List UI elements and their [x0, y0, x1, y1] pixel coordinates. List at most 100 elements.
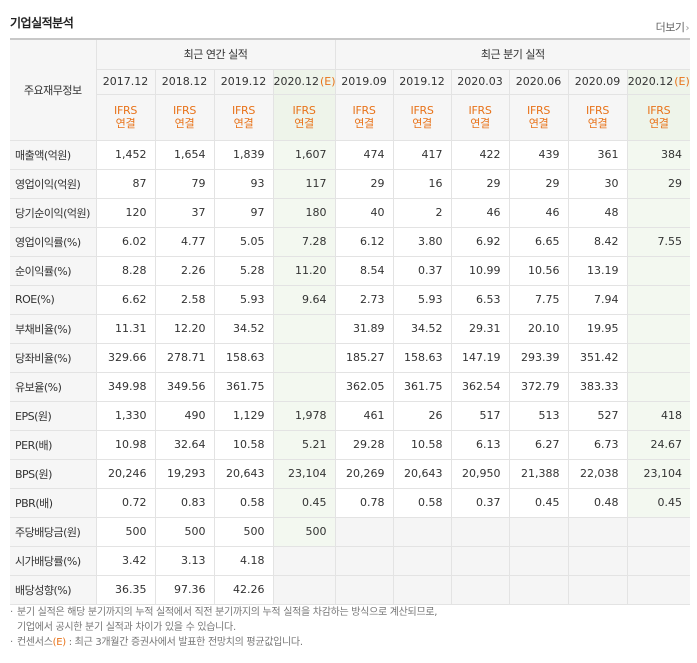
table-cell: 527 — [567, 400, 628, 431]
table-row: 유보율(%) 349.98 349.56 361.75 362.05 361.75 362.… — [10, 371, 691, 402]
consolidated-label: 연결 — [648, 117, 669, 130]
table-cell: 513 — [508, 400, 569, 431]
consolidated-label: 연결 — [115, 117, 136, 130]
table-row: 매출액(억원) 1,452 1,654 1,839 1,607 474 417 422 439 3… — [10, 139, 691, 170]
table-cell: 46 — [450, 197, 510, 228]
table-cell: 29 — [508, 168, 569, 199]
table-cell: 24.67 — [626, 429, 691, 460]
footnotes: 분기 실적은 해당 분기까지의 누적 실적에서 직전 분기까지의 누적 실적을 … — [10, 605, 690, 650]
table-cell: 10.56 — [508, 255, 569, 286]
row-label: 주당배당금(원) — [10, 516, 97, 547]
table-cell: 20.10 — [508, 313, 569, 344]
table-cell: 6.62 — [95, 284, 156, 315]
more-link[interactable]: 더보기› — [655, 19, 690, 35]
period-header: 2017.12 — [96, 68, 156, 95]
table-cell: 6.02 — [95, 226, 156, 257]
table-cell: 8.28 — [95, 255, 156, 286]
period-label: 2018.12 — [161, 75, 208, 88]
table-cell: 21,388 — [508, 458, 569, 489]
table-cell — [272, 313, 336, 344]
table-cell: 500 — [213, 516, 274, 547]
table-row: 부채비율(%) 11.31 12.20 34.52 31.89 34.52 29.31 20.… — [10, 313, 691, 344]
table-cell: 20,643 — [213, 458, 274, 489]
table-cell — [626, 313, 691, 344]
period-label: 2020.12 — [273, 75, 319, 88]
table-cell — [626, 342, 691, 373]
table-cell: 384 — [626, 139, 691, 170]
table-cell: 1,330 — [95, 400, 156, 431]
group-annual-header: 최근 연간 실적 — [95, 38, 336, 70]
table-row: EPS(원) 1,330 490 1,129 1,978 461 26 517 513 527 41… — [10, 400, 691, 431]
table-cell: 0.45 — [508, 487, 569, 518]
table-cell: 6.27 — [508, 429, 569, 460]
table-cell: 278.71 — [154, 342, 215, 373]
table-cell — [508, 516, 569, 547]
period-header: 2019.12 — [392, 68, 452, 95]
period-label: 2019.12 — [220, 75, 267, 88]
table-cell: 16 — [392, 168, 452, 199]
footnote-line-1: 분기 실적은 해당 분기까지의 누적 실적에서 직전 분기까지의 누적 실적을 … — [17, 607, 438, 618]
table-cell: 361.75 — [392, 371, 452, 402]
consolidated-label: 연결 — [528, 117, 549, 130]
table-cell: 6.92 — [450, 226, 510, 257]
table-cell: 10.58 — [392, 429, 452, 460]
section-title: 기업실적분석 — [10, 16, 74, 30]
more-label: 더보기 — [655, 21, 685, 34]
table-cell — [626, 284, 691, 315]
row-label: BPS(원) — [10, 458, 97, 489]
row-label: 당좌비율(%) — [10, 342, 97, 373]
table-cell: 349.98 — [95, 371, 156, 402]
table-cell: 0.58 — [392, 487, 452, 518]
table-cell: 500 — [95, 516, 156, 547]
table-cell: 383.33 — [567, 371, 628, 402]
table-cell: 418 — [626, 400, 691, 431]
table-cell: 10.58 — [213, 429, 274, 460]
table-cell: 4.18 — [213, 545, 274, 576]
chevron-right-icon: › — [685, 23, 690, 34]
table-cell: 2.26 — [154, 255, 215, 286]
row-label: 당기순이익(억원) — [10, 197, 97, 228]
table-cell — [567, 574, 628, 605]
table-cell — [567, 516, 628, 547]
table-cell: 517 — [450, 400, 510, 431]
table-cell: 0.72 — [95, 487, 156, 518]
table-cell: 490 — [154, 400, 215, 431]
period-header: 2020.09 — [567, 68, 628, 95]
ifrs-badge: IFRS 연결 — [334, 93, 394, 141]
consolidated-label: 연결 — [587, 117, 608, 130]
ifrs-label: IFRS — [173, 104, 196, 117]
table-cell: 20,950 — [450, 458, 510, 489]
table-cell: 29.28 — [334, 429, 394, 460]
table-cell: 22,038 — [567, 458, 628, 489]
table-cell — [567, 545, 628, 576]
table-cell: 23,104 — [626, 458, 691, 489]
ifrs-label: IFRS — [114, 104, 137, 117]
table-cell: 13.19 — [567, 255, 628, 286]
ifrs-badge: IFRS 연결 — [450, 93, 510, 141]
table-cell: 362.54 — [450, 371, 510, 402]
table-row: BPS(원) 20,246 19,293 20,643 23,104 20,269 20,6… — [10, 458, 691, 489]
table-cell: 361.75 — [213, 371, 274, 402]
table-row: 주당배당금(원) 500 500 500 500 — [10, 516, 691, 547]
table-row: ROE(%) 6.62 2.58 5.93 9.64 2.73 5.93 6.53 7.75 7.… — [10, 284, 691, 315]
table-cell: 180 — [272, 197, 336, 228]
table-cell: 361 — [567, 139, 628, 170]
consolidated-label: 연결 — [470, 117, 490, 130]
table-cell: 185.27 — [334, 342, 394, 373]
table-cell: 362.05 — [334, 371, 394, 402]
table-cell — [626, 197, 691, 228]
period-label: 2017.12 — [102, 75, 149, 88]
table-cell: 2.73 — [334, 284, 394, 315]
ifrs-badge: IFRS 연결 — [154, 93, 215, 141]
table-cell: 2 — [392, 197, 452, 228]
table-cell: 3.13 — [154, 545, 215, 576]
table-cell — [626, 255, 691, 286]
table-cell: 0.45 — [272, 487, 336, 518]
footnote-estimate-mark: (E) — [52, 637, 67, 648]
table-row: 영업이익(억원) 87 79 93 117 29 16 29 29 30 29 — [10, 168, 691, 199]
table-cell: 79 — [154, 168, 215, 199]
table-cell: 5.05 — [213, 226, 274, 257]
table-cell: 4.77 — [154, 226, 215, 257]
period-header: 2020.06 — [508, 68, 569, 95]
table-cell: 0.83 — [154, 487, 215, 518]
